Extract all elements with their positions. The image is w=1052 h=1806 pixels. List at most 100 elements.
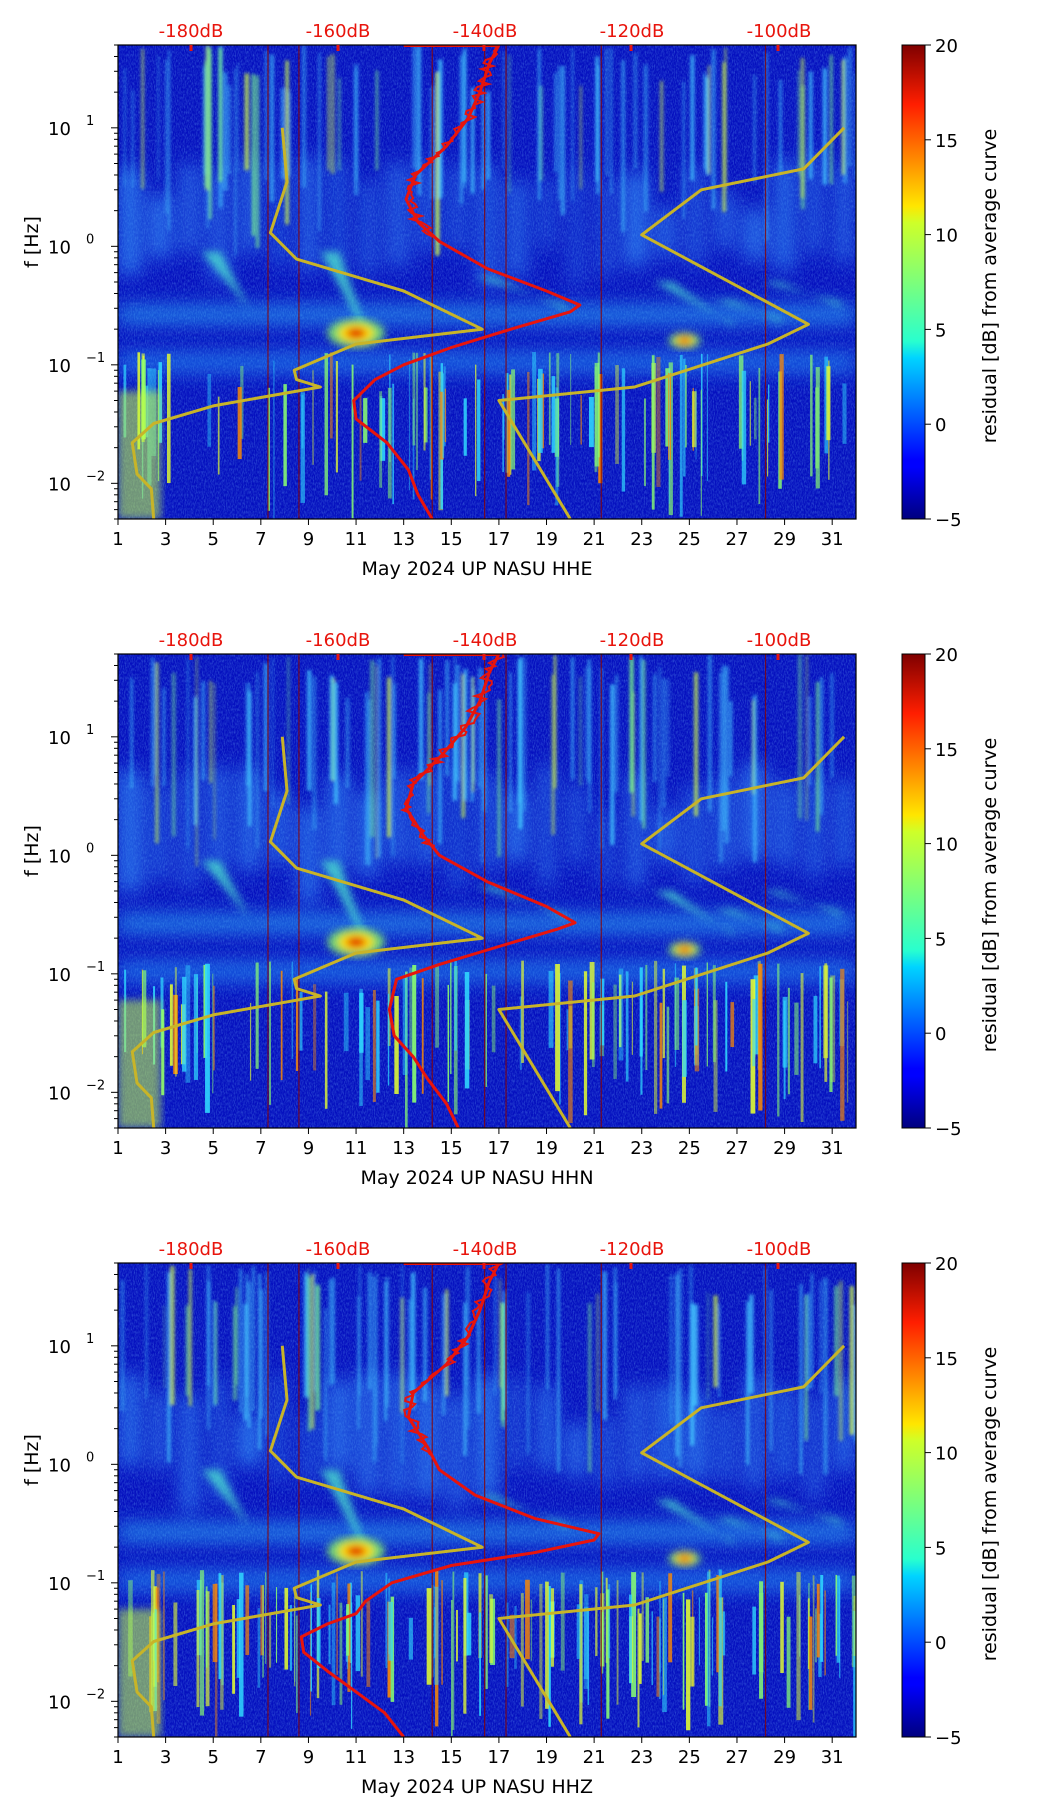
colorbar-gradient [901, 653, 926, 1129]
hot-spots [327, 318, 701, 349]
x-tick-label: 27 [726, 1747, 749, 1768]
db-scale-label: -140dB [453, 21, 518, 42]
x-tick-label: 27 [726, 1138, 749, 1159]
x-tick-label: 1 [112, 1747, 123, 1768]
yellow-model-curve-1 [130, 736, 484, 1128]
x-tick-label: 1 [112, 529, 123, 550]
red-psd-curve [387, 654, 577, 1128]
vertical-markers [267, 45, 767, 519]
x-tick-label: 31 [821, 1138, 844, 1159]
y-tick-label: 10 −2 [48, 1687, 105, 1713]
x-tick-label: 21 [583, 1138, 606, 1159]
db-scale-label: -100dB [747, 630, 812, 651]
x-tick-label: 7 [255, 1747, 266, 1768]
x-tick-label: 15 [440, 1138, 463, 1159]
y-tick-base: 10 [48, 356, 71, 377]
colorbar-tick-label: 5 [935, 1538, 946, 1559]
y-tick-label: 10 0 [48, 841, 94, 867]
colorbar: 20 15 10 5 0 −5 residual [dB] from average cur… [901, 36, 1001, 531]
db-scale-label: -160dB [306, 21, 371, 42]
y-tick-label: 10 −2 [48, 469, 105, 495]
y-axis-label: f [Hz] [21, 825, 43, 877]
x-tick-label: 5 [207, 529, 218, 550]
colorbar-tick-label: 10 [935, 835, 958, 856]
y-tick-base: 10 [48, 1574, 71, 1595]
colorbar-gradient [901, 1262, 926, 1738]
y-tick-label: 10 0 [48, 232, 94, 258]
lf-streaks [118, 960, 849, 1128]
y-tick-label: 10 1 [48, 1332, 94, 1358]
x-tick-label: 9 [303, 529, 314, 550]
colorbar-tick-label: 20 [935, 645, 958, 666]
y-tick-base: 10 [48, 846, 71, 867]
y-tick-base: 10 [48, 119, 71, 140]
y-tick-label: 10 −1 [48, 1569, 105, 1595]
storm-wedges [201, 251, 845, 335]
red-psd-noise [402, 1263, 504, 1456]
red-psd-noise [399, 654, 505, 847]
colorbar-tick-label: 0 [935, 415, 946, 436]
x-tick-label: 1 [112, 1138, 123, 1159]
x-tick-label: 23 [630, 1138, 653, 1159]
y-axis-label: f [Hz] [21, 1434, 43, 1486]
colorbar-tick-label: 15 [935, 1349, 958, 1370]
spectrogram-area [118, 654, 856, 1128]
x-tick-label: 21 [583, 529, 606, 550]
colorbar-tick-label: 10 [935, 1444, 958, 1465]
x-tick-label: 25 [678, 1138, 701, 1159]
colorbar-label: residual [dB] from average curve [979, 129, 1001, 444]
db-scale-label: -180dB [159, 630, 224, 651]
db-scale-label: -140dB [453, 630, 518, 651]
y-tick-label: 10 −1 [48, 960, 105, 986]
spectrogram-area [118, 45, 856, 519]
colorbar-tick-label: 10 [935, 226, 958, 247]
db-scale-label: -160dB [306, 1239, 371, 1260]
x-tick-label: 23 [630, 529, 653, 550]
colorbar-label: residual [dB] from average curve [979, 738, 1001, 1053]
x-tick-label: 31 [821, 1747, 844, 1768]
y-tick-label: 10 0 [48, 1450, 94, 1476]
colorbar: 20 15 10 5 0 −5 residual [dB] from average cur… [901, 1254, 1001, 1749]
colorbar-tick-label: 15 [935, 740, 958, 761]
y-tick-exponent: −2 [86, 1078, 105, 1093]
yellow-model-curve-1 [130, 127, 484, 519]
db-scale-label: -120dB [600, 630, 665, 651]
colorbar-label: residual [dB] from average curve [979, 1347, 1001, 1662]
x-tick-label: 5 [207, 1138, 218, 1159]
y-tick-label: 10 1 [48, 723, 94, 749]
x-tick-label: 5 [207, 1747, 218, 1768]
colorbar-gradient [901, 44, 926, 520]
y-tick-exponent: 0 [86, 841, 94, 856]
x-tick-label: 3 [160, 529, 171, 550]
x-tick-label: 31 [821, 529, 844, 550]
y-tick-base: 10 [48, 728, 71, 749]
x-tick-label: 29 [773, 1747, 796, 1768]
db-scale-label: -120dB [600, 21, 665, 42]
x-tick-label: 13 [392, 1138, 415, 1159]
db-scale-label: -100dB [747, 1239, 812, 1260]
x-tick-label: 17 [487, 1138, 510, 1159]
storm-wedges [201, 1469, 845, 1553]
x-tick-label: 17 [487, 529, 510, 550]
y-tick-exponent: 0 [86, 232, 94, 247]
colorbar-tick-label: 15 [935, 131, 958, 152]
x-tick-label: 29 [773, 1138, 796, 1159]
hot-spots [327, 1536, 701, 1567]
y-tick-base: 10 [48, 1083, 71, 1104]
y-tick-exponent: −2 [86, 1687, 105, 1702]
colorbar-tick-label: −5 [935, 510, 962, 531]
x-tick-label: 7 [255, 1138, 266, 1159]
x-axis-label: May 2024 UP NASU HHE [362, 558, 593, 580]
colorbar-tick-label: −5 [935, 1728, 962, 1749]
y-tick-exponent: −1 [86, 1569, 105, 1584]
y-tick-base: 10 [48, 1455, 71, 1476]
x-tick-label: 23 [630, 1747, 653, 1768]
db-scale-label: -100dB [747, 21, 812, 42]
db-scale-label: -180dB [159, 1239, 224, 1260]
colorbar-tick-label: 0 [935, 1024, 946, 1045]
colorbar-tick-label: 20 [935, 36, 958, 57]
y-tick-base: 10 [48, 965, 71, 986]
y-tick-exponent: −1 [86, 960, 105, 975]
